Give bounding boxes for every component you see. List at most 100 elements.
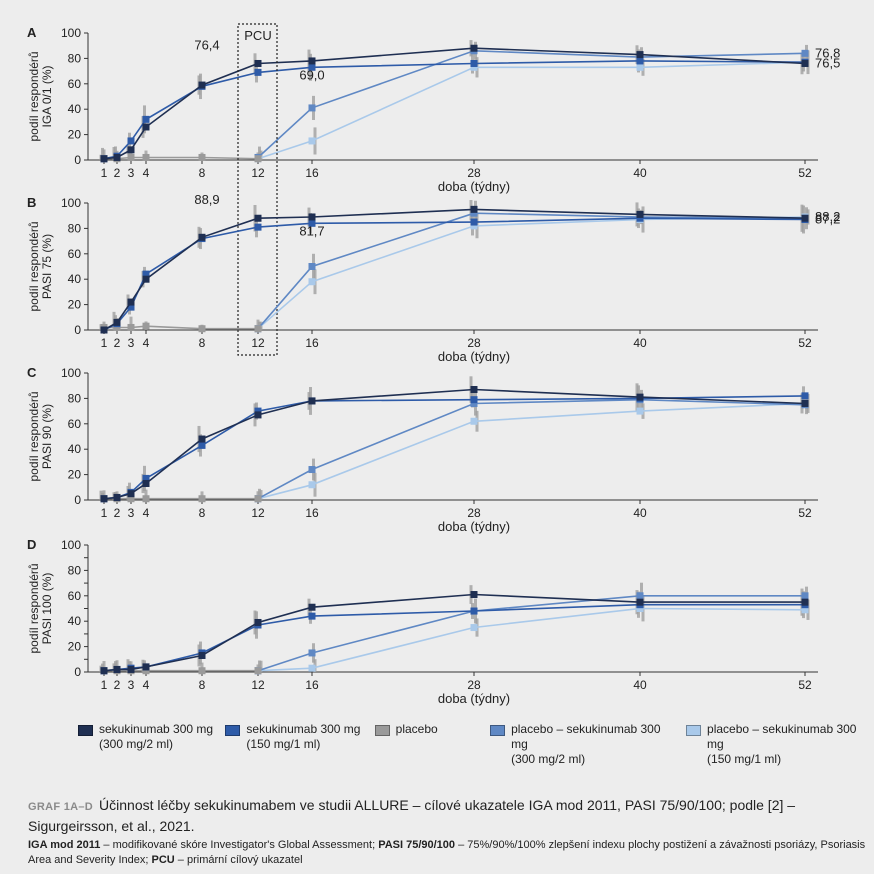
footnote-def-iga: – modifikované skóre Investigator's Glob… [100, 839, 379, 851]
y-tick-label: 0 [74, 493, 81, 507]
data-point-s1 [254, 59, 262, 67]
data-annotation: 76,4 [194, 37, 219, 52]
y-tick-label: 60 [68, 589, 82, 603]
data-point-s1 [100, 326, 108, 334]
data-point-s5 [636, 63, 644, 71]
legend-item-s5: placebo – sekukinumab 300 mg (150 mg/1 m… [686, 722, 868, 767]
data-point-s1 [254, 411, 262, 419]
legend-swatch-s4 [490, 725, 506, 736]
data-point-s1 [636, 210, 644, 218]
data-point-placebo [198, 153, 206, 161]
x-tick-label: 2 [114, 166, 121, 180]
data-point-s2 [142, 270, 150, 278]
x-tick-label: 40 [633, 336, 647, 350]
data-point-s5 [308, 137, 316, 145]
legend-label-s5: placebo – sekukinumab 300 mg (150 mg/1 m… [707, 722, 857, 766]
data-point-placebo [142, 667, 150, 675]
y-tick-label: 60 [68, 417, 82, 431]
x-tick-label: 3 [128, 678, 135, 692]
data-point-s2 [308, 219, 316, 227]
series-line-s5 [257, 216, 806, 330]
panel-letter: D [27, 537, 36, 552]
series-line-s2 [103, 60, 806, 160]
x-tick-label: 1 [101, 678, 108, 692]
data-point-s5 [470, 222, 478, 230]
data-point-s1 [636, 51, 644, 59]
x-tick-label: 12 [251, 506, 265, 520]
series-line-s2 [103, 603, 805, 672]
panel-letter: A [27, 25, 37, 40]
data-point-s1 [801, 598, 809, 606]
series-line-s4 [257, 595, 805, 672]
data-point-s1 [198, 651, 206, 659]
x-tick-label: 4 [143, 336, 150, 350]
x-axis-label: doba (týdny) [438, 519, 510, 534]
data-point-s1 [113, 493, 121, 501]
data-point-s1 [470, 205, 478, 213]
x-tick-label: 4 [143, 506, 150, 520]
caption-tag: GRAF 1A–D [28, 801, 94, 813]
x-axis-label: doba (týdny) [438, 349, 510, 364]
y-axis-label: podíl respondérůPASI 90 (%) [27, 391, 54, 481]
x-tick-label: 16 [305, 336, 319, 350]
data-point-s4 [801, 49, 809, 57]
data-point-placebo [113, 323, 121, 331]
y-tick-label: 60 [68, 247, 82, 261]
data-point-s1 [254, 618, 262, 626]
x-tick-label: 40 [633, 166, 647, 180]
x-tick-label: 16 [305, 506, 319, 520]
x-tick-label: 1 [101, 506, 108, 520]
series-line-s5 [257, 607, 806, 672]
data-point-s2 [127, 137, 135, 145]
data-point-placebo [198, 495, 206, 503]
data-point-s1 [100, 667, 108, 675]
x-tick-label: 3 [128, 166, 135, 180]
data-point-placebo [127, 153, 135, 161]
legend-swatch-s5 [686, 725, 702, 736]
data-point-s1 [254, 214, 262, 222]
series-line-s1 [103, 208, 806, 331]
data-annotation: 87,2 [815, 212, 840, 227]
data-point-placebo [254, 325, 262, 333]
data-point-s4 [470, 399, 478, 407]
x-tick-label: 40 [633, 506, 647, 520]
legend-item-s1: sekukinumab 300 mg (300 mg/2 ml) [78, 722, 215, 767]
data-point-s2 [308, 63, 316, 71]
footnote-def-pasi: – 75%/90%/100% zlepšení indexu plochy po… [28, 839, 866, 866]
data-point-s1 [636, 393, 644, 401]
data-point-s1 [142, 123, 150, 131]
y-tick-label: 100 [61, 196, 81, 210]
data-point-placebo [198, 667, 206, 675]
x-tick-label: 52 [798, 336, 812, 350]
data-point-s2 [470, 607, 478, 615]
y-axis-label: podíl respondérůIGA 0/1 (%) [27, 51, 54, 141]
series-line-placebo [104, 325, 258, 330]
x-tick-label: 8 [199, 506, 206, 520]
legend-label-s1: sekukinumab 300 mg (300 mg/2 ml) [99, 722, 214, 751]
data-point-s1 [142, 479, 150, 487]
x-tick-label: 16 [305, 678, 319, 692]
data-point-s2 [142, 474, 150, 482]
legend-label-placebo: placebo [395, 722, 438, 736]
data-point-placebo [254, 667, 262, 675]
series-line-s5 [257, 61, 806, 160]
series-line-s4 [257, 398, 806, 500]
data-point-s4 [308, 263, 316, 270]
y-axis-label: podíl respondérůPASI 100 (%) [27, 563, 54, 653]
data-point-s2 [198, 441, 206, 449]
footnote-term-pcu: PCU [151, 854, 175, 866]
x-axis-label: doba (týdny) [438, 691, 510, 706]
data-point-placebo [142, 495, 150, 503]
data-point-s1 [636, 598, 644, 606]
data-point-s1 [801, 399, 809, 407]
data-point-s2 [142, 115, 150, 123]
data-point-s2 [801, 392, 809, 400]
y-tick-label: 40 [68, 442, 82, 456]
data-point-s2 [254, 407, 262, 415]
legend-swatch-placebo [374, 725, 390, 736]
panel-letter: C [27, 365, 37, 380]
y-tick-label: 60 [68, 77, 82, 91]
y-tick-label: 40 [68, 102, 82, 116]
y-tick-label: 0 [74, 665, 81, 679]
